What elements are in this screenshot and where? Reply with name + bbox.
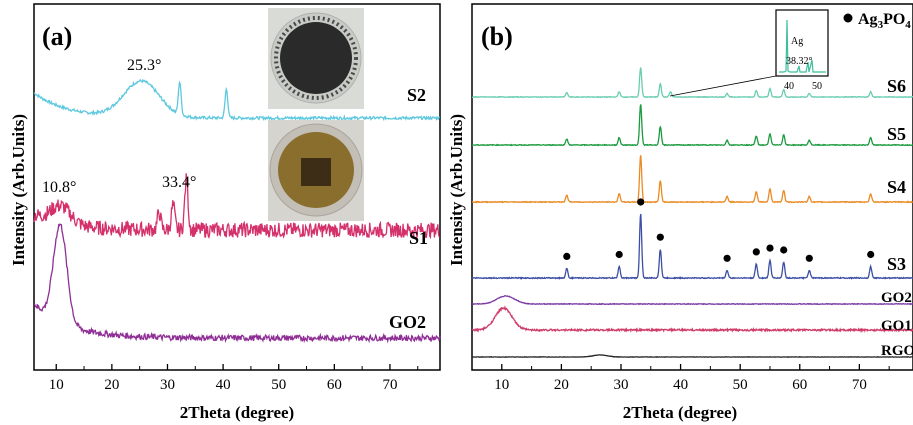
- series-label-b-go1: GO1: [881, 318, 912, 334]
- series-b-s5: [472, 104, 913, 147]
- series-a-s1: [33, 173, 440, 240]
- legend-label: Ag3PO4: [858, 11, 911, 31]
- panel-a-curves: [33, 78, 441, 344]
- x-tick-label-b-60: 60: [792, 377, 807, 393]
- x-tick-label-b-20: 20: [554, 377, 569, 393]
- x-tick-label-a-20: 20: [104, 377, 119, 393]
- x-tick-label-a-50: 50: [271, 377, 286, 393]
- ag3po4-peak-marker: [563, 252, 571, 260]
- ag3po4-peak-marker: [637, 198, 645, 206]
- series-b-s6: [471, 67, 913, 99]
- x-axis-title-b: 2Theta (degree): [623, 403, 737, 422]
- ag3po4-peak-marker: [656, 233, 664, 241]
- panel-a-frame: [33, 3, 441, 371]
- series-label-a-go2: GO2: [389, 312, 426, 332]
- x-tick-label-a-40: 40: [216, 377, 231, 393]
- x-tick-label-b-40: 40: [673, 377, 688, 393]
- ag3po4-peak-marker: [766, 244, 774, 252]
- legend-ag3po4: Ag3PO4: [843, 11, 911, 31]
- x-tick-label-a-70: 70: [382, 377, 397, 393]
- panel-b-ticks: 10 20 30 40 50 60 70: [494, 364, 890, 393]
- ag3po4-peak-marker: [615, 250, 623, 259]
- x-tick-label-b-70: 70: [852, 377, 867, 393]
- series-label-b-s5: S5: [887, 124, 906, 144]
- series-label-a-s1: S1: [409, 228, 428, 248]
- panel-a-ticks: 10 20 30 40 50 60 70: [49, 364, 419, 393]
- ag3po4-peak-marker: [723, 254, 731, 262]
- panel-a-label: (a): [42, 22, 72, 51]
- series-label-b-rgo: RGO: [881, 343, 913, 359]
- series-b-go2: [471, 295, 913, 306]
- inset-ag-peak: Ag 38.32° 40 50: [669, 9, 829, 97]
- inset-curve: [779, 19, 826, 73]
- photo-s2-dish: [268, 8, 364, 109]
- series-label-b-s6: S6: [887, 76, 906, 96]
- annotation-25-3: 25.3°: [127, 57, 161, 74]
- series-b-go1: [471, 305, 913, 334]
- annotation-10-8: 10.8°: [42, 179, 76, 196]
- ag3po4-peak-marker: [752, 248, 760, 256]
- panel-b: 10 20 30 40 50 60 70 (b) Ag 38.32° 40 50 Ag3PO…: [447, 3, 913, 422]
- ag3po4-peak-marker: [780, 246, 788, 254]
- series-a-s2: [33, 78, 441, 122]
- series-label-b-go2: GO2: [881, 290, 912, 306]
- photo-s1-dish: [268, 120, 364, 221]
- series-b-s3: [471, 213, 913, 280]
- series-a-go2: [33, 223, 441, 344]
- x-tick-label-a-10: 10: [49, 377, 64, 393]
- inset-tick-40: 40: [784, 81, 794, 92]
- series-b-s4: [472, 155, 913, 204]
- panel-b-label: (b): [481, 22, 513, 51]
- ag3po4-peak-marker: [867, 250, 875, 259]
- y-axis-title-b: Intensity (Arb.Units): [447, 114, 466, 266]
- panel-b-frame: [471, 3, 913, 371]
- y-axis-title-a: Intensity (Arb.Units): [9, 114, 28, 266]
- x-tick-label-b-10: 10: [494, 377, 509, 393]
- series-label-a-s2: S2: [407, 85, 426, 105]
- legend-dot-marker: [843, 13, 853, 23]
- inset-peak-value: 38.32°: [786, 56, 813, 67]
- series-label-b-s4: S4: [887, 177, 906, 197]
- x-axis-title-a: 2Theta (degree): [180, 403, 294, 422]
- x-tick-label-a-30: 30: [160, 377, 175, 393]
- panel-b-ag3po4-markers: [563, 198, 875, 262]
- inset-tick-50: 50: [812, 81, 822, 92]
- ag3po4-peak-marker: [805, 254, 813, 262]
- series-b-rgo: [472, 354, 913, 358]
- annotation-33-4: 33.4°: [162, 174, 196, 191]
- panel-a: 10 20 30 40 50 60 70 (a) 25.3° 10.8° 33.4° S2 …: [9, 3, 441, 422]
- inset-ag-label: Ag: [791, 36, 803, 47]
- x-tick-label-b-30: 30: [613, 377, 628, 393]
- x-tick-label-b-50: 50: [733, 377, 748, 393]
- x-tick-label-a-60: 60: [327, 377, 342, 393]
- panel-b-curves: [471, 67, 913, 358]
- series-label-b-s3: S3: [887, 254, 906, 274]
